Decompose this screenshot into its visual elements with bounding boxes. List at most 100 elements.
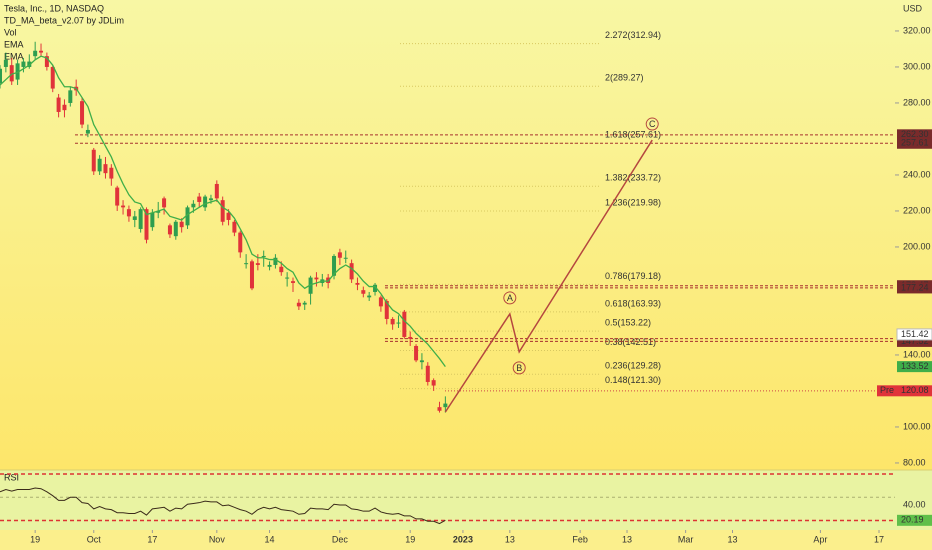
candle-body — [402, 311, 407, 337]
candle-body — [132, 216, 137, 220]
candle-body — [437, 407, 442, 411]
x-tick-label: Mar — [678, 534, 694, 544]
wave-label: C — [649, 119, 656, 129]
candle-body — [91, 149, 96, 172]
rsi-title: RSI — [4, 472, 19, 482]
candle-body — [443, 403, 448, 408]
x-tick-label: 13 — [622, 534, 632, 544]
candle-body — [97, 158, 102, 172]
rsi-tag-label: 20.19 — [901, 515, 924, 525]
level-tag-label: 147.52 — [901, 336, 929, 346]
candle-body — [9, 65, 14, 82]
candle-body — [273, 257, 278, 265]
x-tick-label: Oct — [87, 534, 102, 544]
candle-body — [408, 336, 413, 339]
candle-body — [115, 187, 120, 206]
candle-body — [156, 210, 161, 213]
x-tick-label: Apr — [813, 534, 827, 544]
candle-body — [162, 198, 167, 208]
time-axis — [0, 530, 932, 550]
fib-label: 0.148(121.30) — [605, 375, 661, 385]
candle-body — [173, 221, 178, 237]
candle-body — [361, 290, 366, 294]
premarket-tag-label: 120.08 — [901, 385, 929, 395]
candle-body — [419, 360, 424, 363]
candle-body — [80, 101, 85, 125]
candle-body — [337, 252, 342, 258]
candle-body — [27, 61, 32, 67]
candle-body — [138, 209, 143, 229]
candle-body — [308, 277, 313, 294]
candle-body — [349, 263, 354, 280]
price-pane — [0, 0, 932, 470]
candle-body — [214, 183, 219, 199]
candle-body — [179, 221, 184, 228]
ema-tag — [897, 361, 932, 373]
candle-body — [373, 284, 378, 292]
candle-body — [384, 300, 389, 319]
y-tick-label: 240.00 — [903, 169, 931, 179]
indicator-label: Vol — [4, 27, 17, 37]
candle-body — [425, 365, 430, 382]
premarket-tag-name: Pre — [880, 385, 894, 395]
candle-body — [109, 167, 114, 179]
candle-body — [85, 129, 90, 134]
indicator-label: TD_MA_beta_v2.07 by JDLim — [4, 15, 124, 25]
candle-body — [232, 221, 237, 233]
wave-marker — [512, 361, 526, 375]
y-tick-label: 140.00 — [903, 349, 931, 359]
level-tag — [897, 129, 932, 141]
candle-body — [150, 212, 155, 228]
y-tick-label: 200.00 — [903, 241, 931, 251]
y-tick-label: 280.00 — [903, 97, 931, 107]
fib-label: 0.236(129.28) — [605, 361, 661, 371]
candle-body — [50, 66, 55, 89]
candle-body — [44, 56, 49, 67]
level-tag-label: 262.30 — [901, 129, 929, 139]
candle-body — [103, 164, 108, 174]
fib-label: 1.618(257.61) — [605, 130, 661, 140]
candle-body — [296, 302, 301, 307]
x-tick-label: 19 — [405, 534, 415, 544]
candle-body — [62, 104, 67, 111]
fib-label: 2.272(312.94) — [605, 30, 661, 40]
level-tag — [897, 335, 932, 347]
wave-label: A — [507, 293, 513, 303]
level-tag — [897, 282, 932, 294]
candle-body — [0, 68, 2, 84]
fib-label: 2(289.27) — [605, 73, 644, 83]
x-tick-label: 19 — [30, 534, 40, 544]
candle-body — [261, 255, 266, 257]
candle-body — [33, 50, 38, 57]
candle-body — [267, 264, 272, 267]
candle-body — [185, 207, 190, 226]
level-tag — [897, 137, 932, 149]
candle-body — [121, 205, 126, 208]
candle-body — [144, 209, 149, 240]
ema-line — [0, 55, 446, 368]
y-tick-label: 300.00 — [903, 61, 931, 71]
x-tick-label: Feb — [572, 534, 588, 544]
candle-body — [390, 318, 395, 325]
candle-body — [285, 277, 290, 279]
candle-body — [220, 200, 225, 222]
candle-body — [39, 50, 44, 53]
candle-body — [226, 212, 231, 220]
candle-body — [314, 277, 319, 280]
y-tick-label: 80.00 — [903, 457, 926, 467]
fib-label: 1.236(219.98) — [605, 197, 661, 207]
candle-body — [244, 263, 249, 265]
x-tick-label: 2023 — [453, 534, 473, 544]
indicator-label: EMA — [4, 39, 24, 49]
candle-body — [414, 345, 419, 361]
fib-label: 0.5(153.22) — [605, 318, 651, 328]
candle-body — [279, 266, 284, 273]
fib-label: 0.786(179.18) — [605, 271, 661, 281]
candle-body — [208, 198, 213, 201]
candle-body — [255, 263, 260, 265]
last-price-label: 151.42 — [901, 329, 929, 339]
candle-body — [126, 209, 131, 217]
candle-body — [367, 295, 372, 298]
candle-body — [396, 322, 401, 324]
